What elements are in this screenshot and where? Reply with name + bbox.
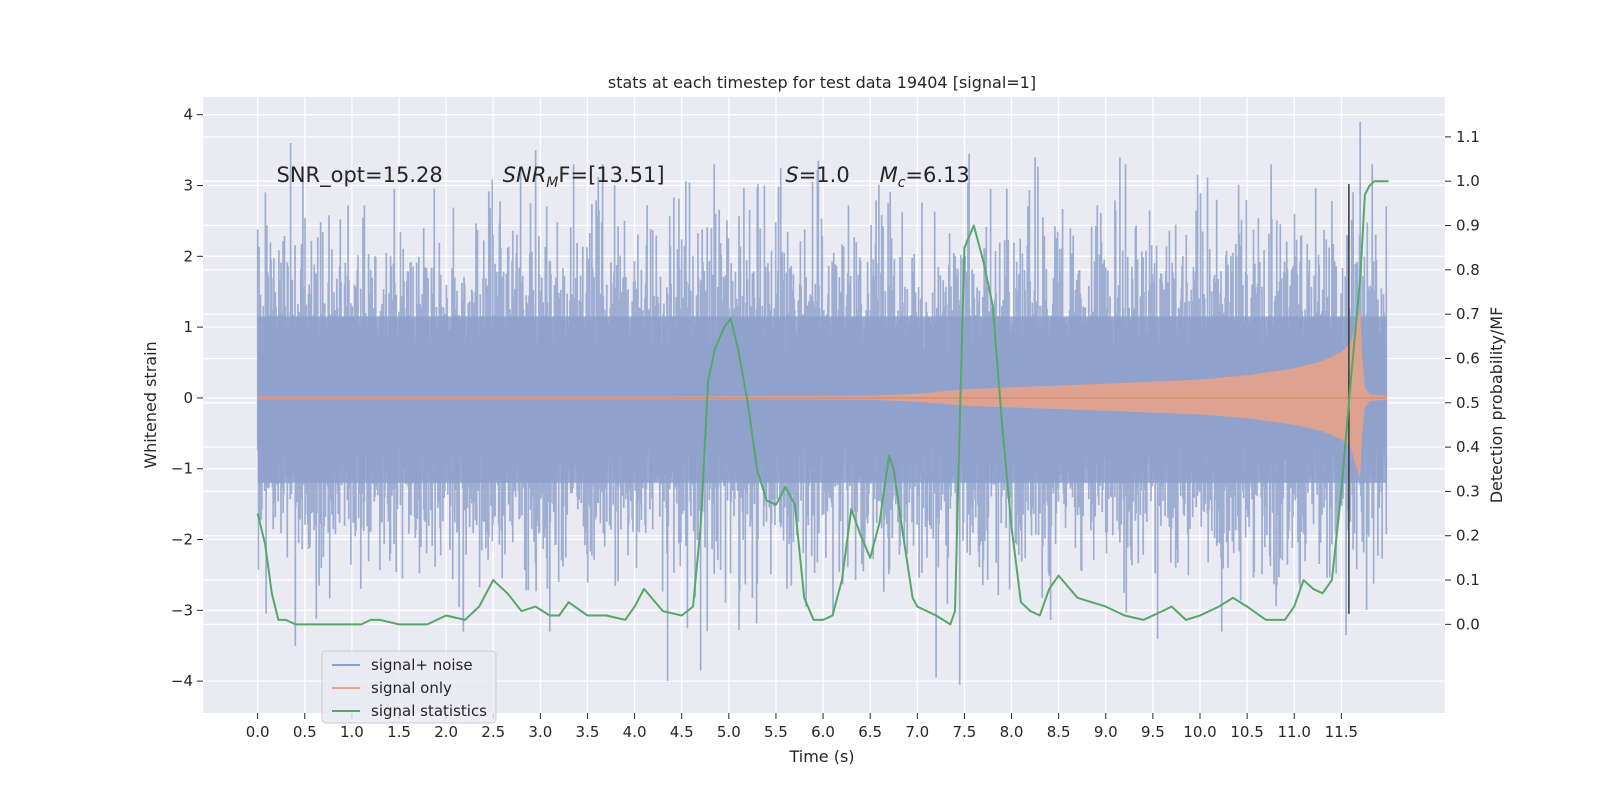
annotation-rest: =1.0 [799,163,850,187]
y2-tick-label: 0.7 [1456,305,1480,323]
x-tick-label: 3.5 [576,723,600,741]
y2-tick-label: 0.1 [1456,571,1480,589]
x-tick-label: 1.0 [340,723,364,741]
y-axis-label: Whitened strain [141,341,160,468]
legend-label-2: signal statistics [371,702,487,720]
y2-tick-label: 0.6 [1456,349,1480,367]
annotation-main: S [785,163,798,187]
x-tick-label: 8.0 [1000,723,1024,741]
y2-tick-label: 1.1 [1456,128,1480,146]
x-tick-label: 10.5 [1230,723,1263,741]
annotation-3: Mc=6.13 [880,163,970,191]
x-tick-label: 2.5 [481,723,505,741]
x-tick-label: 11.5 [1325,723,1358,741]
x-tick-label: 10.0 [1183,723,1216,741]
x-tick-label: 6.0 [811,723,835,741]
x-tick-label: 5.0 [717,723,741,741]
x-tick-label: 5.5 [764,723,788,741]
x-tick-label: 11.0 [1278,723,1311,741]
y2-tick-label: 0.5 [1456,394,1480,412]
x-tick-label: 0.5 [293,723,317,741]
x-tick-label: 4.5 [670,723,694,741]
x-tick-label: 3.0 [528,723,552,741]
legend: signal+ noise signal only signal statistic… [321,650,497,724]
x-tick-label: 2.0 [434,723,458,741]
chart-title: stats at each timestep for test data 194… [608,73,1036,92]
x-tick-label: 4.0 [623,723,647,741]
statistics-line [256,180,1389,626]
y2-tick-label: 0.9 [1456,217,1480,235]
y-tick-label: 3 [183,177,193,195]
chirp-envelope [257,309,1387,478]
x-axis-label: Time (s) [788,747,854,766]
annotation-rest: =6.13 [905,163,969,187]
annotation-main: SNR_opt=15.28 [277,163,443,188]
x-tick-label: 1.5 [387,723,411,741]
annotation-main: SNR [503,163,547,187]
annotation-2: S=1.0 [785,163,849,187]
y-tick-label: 4 [183,106,193,124]
y2-axis-label: Detection probability/MF [1487,307,1506,504]
y2-tick-label: 0.4 [1456,438,1480,456]
x-tick-label: 9.0 [1094,723,1118,741]
x-tick-label: 7.0 [905,723,929,741]
y-axis-left: −4 −3 −2 −1 0 1 2 3 4 [171,106,203,690]
annotation-rest: F=[13.51] [558,163,664,187]
annotation-0: SNR_opt=15.28 [277,163,443,188]
legend-label-1: signal only [371,679,452,697]
y-tick-label: 0 [183,389,193,407]
x-tick-label: 9.5 [1141,723,1165,741]
y-tick-label: −2 [171,531,193,549]
x-axis: 0.0 0.5 1.0 1.5 2.0 2.5 3.0 3.5 4.0 4.5 5.0 5.5 6.0 6… [246,713,1358,741]
y-axis-right: 0.0 0.1 0.2 0.3 0.4 0.5 0.6 0.7 0.8 0.9 1.0 1.1 [1445,128,1480,633]
y2-tick-label: 0.2 [1456,527,1480,545]
y2-tick-label: 1.0 [1456,172,1480,190]
annotation-sub: c [898,175,906,191]
signal-statistics-series [256,180,1389,626]
y-tick-label: 1 [183,318,193,336]
annotation-1: SNRMF=[13.51] [503,163,665,191]
annotation-sub: M [546,175,558,191]
x-tick-label: 0.0 [246,723,270,741]
legend-box [321,650,497,724]
y2-tick-label: 0.8 [1456,261,1480,279]
signal-only-series [257,309,1387,478]
annotations: SNR_opt=15.28 SNRMF=[13.51] S=1.0 Mc=6.13 [277,163,970,191]
y2-tick-label: 0.3 [1456,482,1480,500]
y-tick-label: −3 [171,601,193,619]
y-tick-label: 2 [183,247,193,265]
x-tick-label: 8.5 [1047,723,1071,741]
annotation-main: M [880,163,898,187]
x-tick-label: 6.5 [858,723,882,741]
x-tick-label: 7.5 [952,723,976,741]
y2-tick-label: 0.0 [1456,615,1480,633]
legend-label-0: signal+ noise [371,656,473,674]
y-tick-label: −4 [171,672,193,690]
y-tick-label: −1 [171,460,193,478]
